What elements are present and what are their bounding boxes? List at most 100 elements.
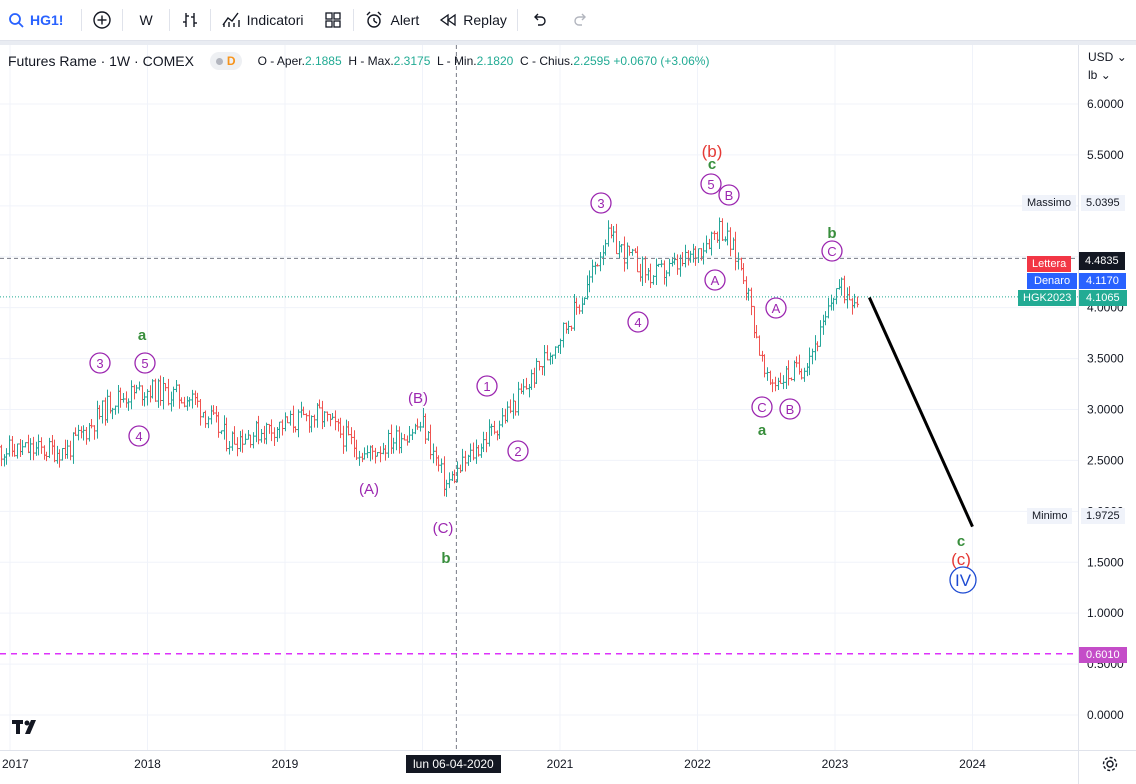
time-tick-label: 2023 [822,757,849,771]
toolbar-divider [122,9,124,31]
time-tick-label: 2024 [959,757,986,771]
price-tick-label: 6.0000 [1087,97,1124,111]
price-tick-label: 5.5000 [1087,148,1124,162]
wave-label-circle [627,311,649,333]
top-toolbar: HG1! W Indicatori Alert R [0,0,1136,41]
symbol-search-button[interactable]: HG1! [0,0,73,41]
add-circle-icon [92,10,112,30]
wave-label: (c) [951,550,971,569]
instrument-title[interactable]: Futures Rame · 1W · COMEX [8,53,194,69]
lettera-label: Lettera [1027,256,1072,272]
wave-label-circle [821,240,843,262]
change-value: +0.0670 (+3.06%) [613,54,710,68]
open-label: O - Aper. [257,54,305,68]
indicators-label: Indicatori [246,12,304,28]
wave-label: 4 [135,429,142,444]
chart-axes: 0.00000.50001.00001.50002.00002.50003.00… [0,45,1136,784]
unit-label: lb [1088,68,1098,82]
alert-button[interactable]: Alert [354,0,429,41]
minimo-label: Minimo [1027,508,1073,524]
currency-label: USD [1088,50,1114,64]
wave-label: 3 [96,356,103,371]
denaro-value: 4.1170 [1079,273,1126,289]
wave-label-circle [476,375,498,397]
tradingview-logo[interactable] [12,718,42,741]
wave-label: (A) [359,481,379,498]
price-tick-label: 3.0000 [1087,403,1124,417]
toolbar-divider [516,9,518,31]
wave-label: a [758,422,767,439]
wave-label: 4 [634,315,641,330]
price-tick-label: 2.5000 [1087,453,1124,467]
unit-selector[interactable]: lb ⌄ [1088,68,1111,82]
wave-label: 2 [514,444,521,459]
close-value: 2.2595 [573,54,611,68]
crosshair-date-label: lun 06-04-2020 [406,755,501,773]
wave-label-circle [704,269,726,291]
time-tick-label: 2019 [272,757,299,771]
toolbar-divider [81,9,83,31]
wave-label-circle [89,352,111,374]
chevron-down-icon: ⌄ [1116,50,1127,64]
toolbar-divider [209,9,211,31]
wave-label: 1 [483,379,490,394]
time-tick-label: 2017 [2,757,29,771]
wave-label: 3 [597,196,604,211]
wave-label: A [711,273,720,288]
horizontal-line-value: 0.6010 [1079,647,1127,663]
indicators-button[interactable]: Indicatori [211,0,314,41]
wave-label: b [441,550,450,567]
wave-label: B [725,188,734,203]
status-indicator[interactable]: D [209,52,242,70]
wave-label: C [757,400,766,415]
chart-grid [0,45,1078,750]
price-tick-label: 1.5000 [1087,555,1124,569]
interval-button[interactable]: W [123,0,168,41]
chart-type-button[interactable] [170,0,210,41]
wave-label: b [827,225,836,242]
contract-label: HGK2023 [1018,290,1077,306]
chart-overlays [0,45,1078,750]
open-value: 2.1885 [304,54,342,68]
wave-label: 5 [707,177,714,192]
chevron-down-icon: ⌄ [1100,68,1111,82]
compare-symbol-button[interactable] [82,0,122,41]
wave-label: c [957,533,965,550]
status-dot [215,57,223,65]
undo-button[interactable] [518,0,560,41]
time-tick-label: 2018 [134,757,161,771]
price-tick-label: 0.0000 [1087,708,1124,722]
replay-button[interactable]: Replay [429,0,517,41]
price-tick-label: 3.5000 [1087,352,1124,366]
wave-label-circle [949,566,977,594]
layouts-button[interactable] [313,0,353,41]
wave-label: (C) [433,520,454,537]
wave-label-circle [507,440,529,462]
currency-selector[interactable]: USD ⌄ [1088,50,1127,64]
close-label: C - Chius. [519,54,574,68]
interval-label: W [139,12,153,28]
price-tick-label: 1.0000 [1087,606,1124,620]
search-icon [8,12,24,28]
wave-label-circle [134,352,156,374]
time-tick-label: 2022 [684,757,711,771]
wave-label-circle [590,192,612,214]
replay-label: Replay [463,12,507,28]
low-value: 2.1820 [476,54,514,68]
wave-label: C [827,244,836,259]
lettera-value: 4.4835 [1079,252,1125,270]
toolbar-divider [168,9,170,31]
redo-button[interactable] [560,0,602,41]
symbol-label: HG1! [30,12,64,28]
indicators-icon [221,10,241,30]
wave-label-circle [128,425,150,447]
wave-label: (b) [702,142,723,161]
chart-legend: Futures Rame · 1W · COMEX D O - Aper.2.1… [8,52,709,70]
redo-icon [572,11,590,29]
settings-gear-icon[interactable] [1101,755,1119,778]
wave-label: c [708,156,716,173]
wave-label: IV [955,571,972,590]
alert-label: Alert [390,12,420,28]
